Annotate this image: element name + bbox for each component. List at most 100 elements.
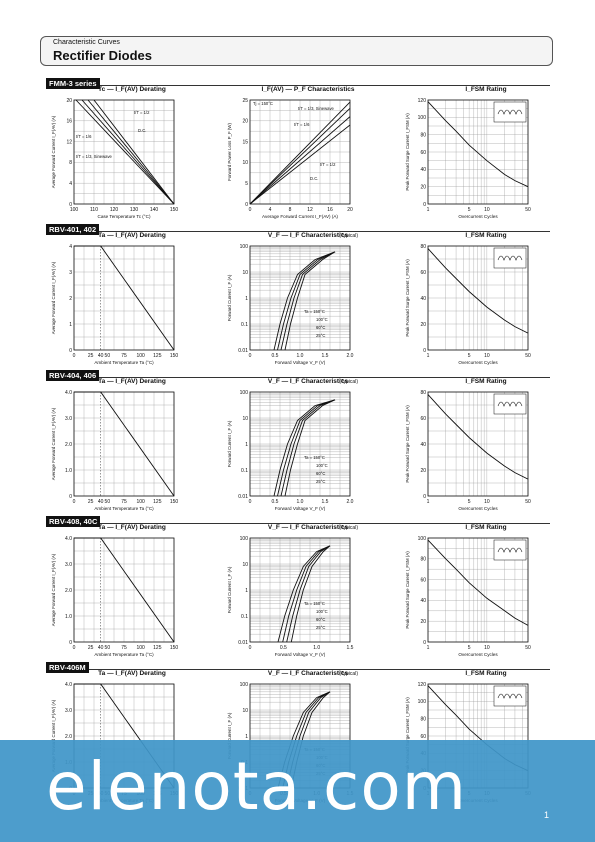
chart-title: Ta — I_F(AV) Derating [98,670,166,677]
x-tick-label: 12 [307,207,313,213]
x-tick-label: 1 [427,353,430,359]
y-tick-label: 2.0 [65,588,72,594]
x-tick-label: 0 [73,499,76,505]
x-tick-label: 1.0 [297,499,304,505]
x-axis-label: Case Temperature Tc (°C) [98,214,151,219]
y-tick-label: 80 [420,132,426,138]
x-tick-label: 25 [88,499,94,505]
chart-annotation: 100°C [316,463,328,468]
chart-title: Tc — I_F(AV) Derating [98,86,166,93]
series-line [249,124,351,205]
y-axis-label: Average Forward Current I_F(AV) (A) [51,407,56,480]
y-tick-label: 16 [66,119,72,125]
x-tick-label: 140 [150,207,159,213]
y-tick-label: 0 [69,494,72,500]
chart-annotation: 100°C [316,609,328,614]
chart-title: I_F(AV) — P_F Characteristics [261,86,354,93]
chart-1: V_F — I_F Characteristics(Typical) 0 0.5 1.… [227,378,358,511]
chart-2: I_FSM Rating 1 5 10 50 0 20 40 60 80 Overcurrent C… [405,232,531,365]
chart-title: I_FSM Rating [465,232,506,239]
x-axis-label: Ambient Temperature Ta (°C) [94,506,154,511]
y-tick-label: 4.0 [65,536,72,542]
y-tick-label: 1 [245,442,248,448]
section-rbv-404-406: RBV-404, 406 Ta — I_F(AV) Derating 0 25 40 50… [46,370,550,516]
y-tick-label: 1 [245,734,248,740]
series-line [290,545,331,643]
x-tick-label: 5 [468,353,471,359]
y-tick-label: 100 [418,115,427,121]
y-axis-label: Forward Current I_F (A) [227,712,232,759]
y-tick-label: 100 [240,682,249,688]
chart-grid [249,392,351,497]
y-tick-label: 40 [420,598,426,604]
x-axis-label: Overcurrent Cycles [458,506,498,511]
series-line [81,99,175,205]
x-tick-label: 100 [70,207,79,213]
x-tick-label: 16 [327,207,333,213]
x-tick-label: 0 [73,645,76,651]
chart-annotation: 60°C [316,617,325,622]
x-axis-label: Forward Voltage V_F (V) [275,652,326,657]
x-tick-label: 10 [484,353,490,359]
chart-annotation: Tj = 150°C [253,101,273,106]
y-tick-label: 40 [420,296,426,302]
y-axis-label: Peak Forward Surge Current I_FSM (A) [405,405,410,483]
waveform-box [493,539,527,561]
y-axis-label: Peak Forward Surge Current I_FSM (A) [405,259,410,337]
x-tick-label: 40 [98,353,104,359]
series-line [280,251,336,351]
waveform-box [493,101,527,123]
page-title: Rectifier Diodes [53,48,152,63]
chart-subtitle: (Typical) [339,525,358,531]
brand-text: elenota.com [46,748,468,825]
chart-annotation: t/T = 1/3, Sinewave [298,106,335,111]
chart-annotation: t/T = 1/2 [134,110,150,115]
y-tick-label: 100 [240,536,249,542]
y-tick-label: 20 [420,619,426,625]
x-tick-label: 120 [110,207,119,213]
x-tick-label: 0 [249,353,252,359]
x-tick-label: 0.5 [280,645,287,651]
series-line [74,391,175,497]
x-tick-label: 10 [484,499,490,505]
sine-pulse-icon [497,109,523,115]
x-tick-label: 150 [170,645,179,651]
x-tick-label: 1.5 [347,645,354,651]
chart-1: V_F — I_F Characteristics(Typical) 0 0.5 1.… [227,232,358,365]
x-axis-label: Overcurrent Cycles [458,652,498,657]
sine-pulse-icon [497,401,523,407]
y-tick-label: 100 [240,390,249,396]
y-tick-label: 0.01 [238,640,248,646]
y-tick-label: 0 [69,640,72,646]
y-tick-label: 60 [420,416,426,422]
x-axis-label: Ambient Temperature Ta (°C) [94,360,154,365]
x-tick-label: 50 [525,499,531,505]
y-axis-label: Average Forward Current I_F(AV) (A) [51,553,56,626]
series-line [74,245,175,351]
page-subtitle: Characteristic Curves [53,39,120,46]
series-line [427,248,529,334]
plot-frame [249,391,351,497]
x-tick-label: 20 [347,207,353,213]
sine-pulse-icon [497,547,523,553]
series-line [277,399,336,497]
y-tick-label: 0 [423,348,426,354]
chart-annotation: t/T = 1/6 [294,122,310,127]
chart-annotation: 60°C [316,325,325,330]
y-tick-label: 10 [242,270,248,276]
y-axis-label: Average Forward Current I_F(AV) (A) [51,261,56,334]
y-tick-label: 60 [420,577,426,583]
chart-2: I_FSM Rating 1 5 10 50 0 20 40 60 80 100 120 Overcur… [405,86,531,219]
y-tick-label: 0 [245,202,248,208]
x-tick-label: 100 [136,499,145,505]
y-axis-label: Average Forward Current I_F(AV) (A) [51,115,56,188]
section-rbv-408-40c: RBV-408, 40C Ta — I_F(AV) Derating 0 25 40 50… [46,516,550,662]
x-tick-label: 25 [88,645,94,651]
series-line [273,399,336,497]
chart-annotation: t/T = 1/3, Sinewave [76,154,113,159]
chart-annotation: 25°C [316,625,325,630]
x-tick-label: 40 [98,499,104,505]
y-tick-label: 10 [242,160,248,166]
x-tick-label: 125 [153,645,162,651]
